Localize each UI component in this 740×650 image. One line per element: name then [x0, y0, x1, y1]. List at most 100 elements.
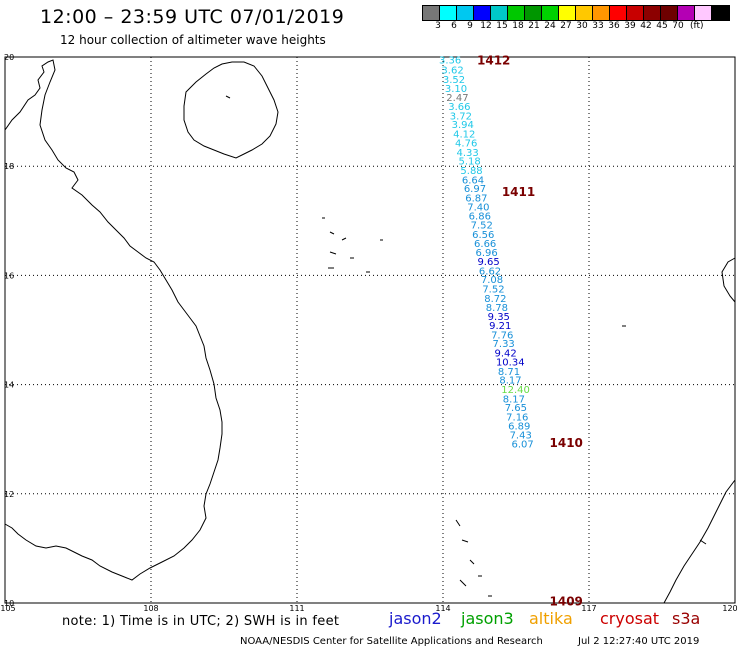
wave-height-value: 6.96	[476, 248, 498, 259]
legend-swatch	[661, 6, 678, 20]
legend-label: 15	[496, 21, 508, 31]
legend-swatch	[576, 6, 593, 20]
wave-height-value: 12.40	[501, 385, 530, 396]
legend-swatch	[712, 6, 729, 20]
wave-height-value: 3.52	[443, 75, 465, 86]
legend-label: 27	[560, 21, 572, 31]
latitude-label: 18	[4, 162, 14, 171]
legend-swatch	[678, 6, 695, 20]
wave-height-value: 6.86	[469, 211, 491, 222]
wave-height-labels: 3.363.623.523.102.473.663.723.944.124.76…	[439, 56, 534, 451]
graticule	[5, 57, 735, 603]
mission-altika: altika	[529, 609, 573, 628]
wave-height-value: 6.87	[465, 193, 487, 204]
longitude-label: 108	[143, 604, 158, 613]
wave-height-value: 7.40	[467, 203, 489, 214]
wave-height-value: 6.56	[472, 230, 494, 241]
legend-swatch	[491, 6, 508, 20]
wave-height-value: 6.97	[464, 184, 486, 195]
wave-height-value: 7.65	[505, 403, 527, 414]
legend-label: 18	[512, 21, 524, 31]
wave-height-value: 7.08	[481, 275, 503, 286]
wave-height-value: 6.89	[508, 422, 530, 433]
longitude-label: 117	[581, 604, 596, 613]
wave-height-value: 6.64	[462, 175, 484, 186]
wave-height-value: 8.17	[499, 376, 521, 387]
legend-swatch	[593, 6, 610, 20]
wave-height-value: 3.66	[448, 102, 470, 113]
legend-label: 24	[544, 21, 556, 31]
legend-swatch	[644, 6, 661, 20]
hainan-island	[183, 61, 279, 159]
paracel-islands	[322, 217, 383, 273]
wave-height-value: 4.76	[455, 139, 477, 150]
wave-height-value: 3.36	[439, 56, 461, 67]
legend-labels: 3 6 9 12 15 18 21 24 27 30 33 36 39 42 45 70 (ft)	[422, 21, 704, 31]
legend-swatch	[627, 6, 644, 20]
wave-height-value: 7.43	[510, 430, 532, 441]
longitude-label: 105	[0, 604, 15, 613]
mission-s3a: s3a	[672, 609, 701, 628]
wave-height-value: 4.12	[453, 129, 475, 140]
wave-height-value: 8.17	[503, 394, 525, 405]
reef-marks	[455, 325, 707, 597]
legend-label: 30	[576, 21, 588, 31]
legend-label: 12	[480, 21, 492, 31]
mission-jason2: jason2	[389, 609, 442, 628]
wave-height-value: 3.94	[452, 120, 474, 131]
latitude-label: 10	[4, 599, 14, 608]
legend-label: 36	[608, 21, 620, 31]
pass-number: 1412	[477, 54, 510, 68]
units-note: note: 1) Time is in UTC; 2) SWH is in fe…	[62, 614, 340, 629]
wave-height-value: 2.47	[446, 93, 468, 104]
wave-height-value: 10.34	[496, 358, 525, 369]
longitude-label: 111	[289, 604, 304, 613]
wave-height-value: 7.52	[471, 221, 493, 232]
wave-height-value: 5.18	[458, 157, 480, 168]
wave-height-value: 8.71	[498, 367, 520, 378]
legend-unit: (ft)	[690, 21, 704, 31]
legend-swatch	[508, 6, 525, 20]
wave-height-value: 9.65	[477, 257, 499, 268]
luzon-coastline	[721, 257, 736, 303]
wave-height-value: 6.62	[479, 266, 501, 277]
wave-height-value: 6.07	[512, 440, 534, 451]
wave-height-value: 9.21	[489, 321, 511, 332]
legend-swatch	[474, 6, 491, 20]
legend-swatch	[423, 6, 440, 20]
wave-height-value: 7.76	[491, 330, 513, 341]
latitude-label: 12	[4, 490, 14, 499]
color-legend	[422, 5, 730, 21]
credit-line: NOAA/NESDIS Center for Satellite Applica…	[240, 636, 543, 647]
wave-height-value: 7.16	[506, 412, 528, 423]
wave-height-value: 4.33	[457, 148, 479, 159]
mainland-coastline	[4, 59, 223, 581]
legend-swatch	[457, 6, 474, 20]
wave-height-value: 3.72	[450, 111, 472, 122]
longitude-label: 114	[435, 604, 450, 613]
mission-jason3: jason3	[461, 609, 514, 628]
legend-label: 6	[451, 21, 457, 31]
legend-swatch	[610, 6, 627, 20]
legend-label: 42	[640, 21, 652, 31]
legend-swatch	[695, 6, 712, 20]
legend-label: 21	[528, 21, 540, 31]
pass-number: 1411	[502, 185, 535, 199]
latitude-label: 14	[4, 381, 14, 390]
map-border	[4, 56, 736, 604]
map-subtitle: 12 hour collection of altimeter wave hei…	[60, 33, 326, 47]
map-title: 12:00 – 23:59 UTC 07/01/2019	[40, 6, 345, 28]
legend-label: 45	[656, 21, 668, 31]
wave-height-value: 3.10	[445, 84, 467, 95]
pass-number: 1410	[550, 436, 583, 450]
wave-height-value: 7.52	[482, 285, 504, 296]
legend-label: 9	[467, 21, 473, 31]
legend-swatch	[440, 6, 457, 20]
legend-label: 3	[435, 21, 441, 31]
generated-timestamp: Jul 2 12:27:40 UTC 2019	[578, 636, 700, 647]
legend-swatch	[525, 6, 542, 20]
hainan-marks	[225, 95, 231, 99]
wave-height-value: 6.66	[474, 239, 496, 250]
palawan-coastline	[663, 479, 736, 604]
